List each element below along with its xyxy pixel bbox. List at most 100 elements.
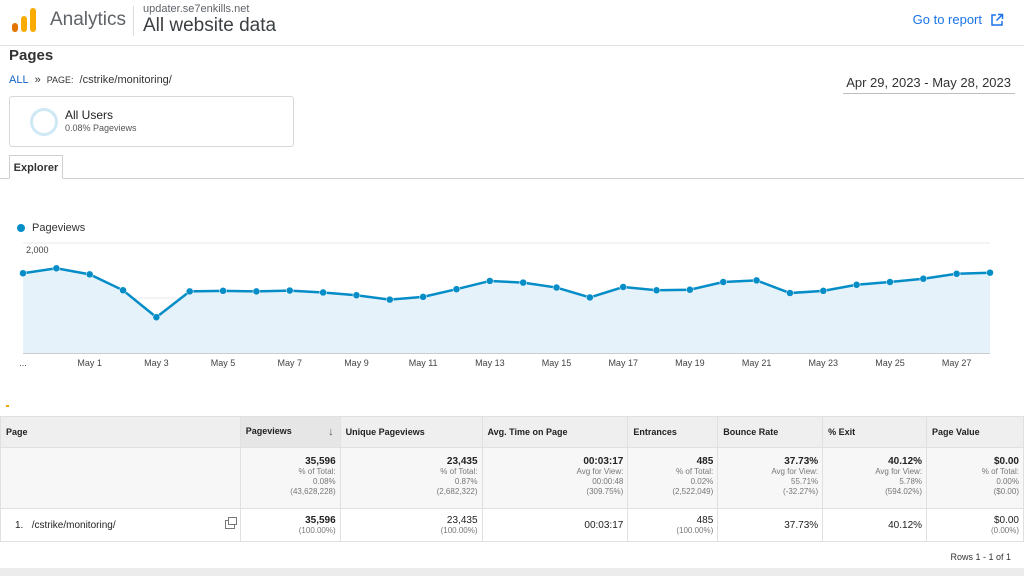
data-point [286, 286, 294, 295]
data-point [452, 285, 461, 293]
data-point [119, 286, 127, 295]
row-page-link[interactable]: /cstrike/monitoring/ [31, 519, 116, 531]
data-point [586, 293, 594, 302]
total-pct: 0.02% [690, 477, 714, 486]
total-value: 40.12% [888, 456, 923, 467]
col-header-page[interactable]: Page [0, 416, 241, 448]
avg-time-cell: 00:03:17 [481, 508, 629, 542]
col-header-pageviews-label: Pageviews [245, 426, 292, 436]
x-tick-label: May 19 [675, 358, 705, 368]
col-header-page-value[interactable]: Page Value [926, 416, 1024, 448]
data-point [185, 287, 194, 296]
page-title: Pages [9, 47, 54, 64]
y-tick-label: 2,000 [26, 245, 49, 255]
view-selector[interactable]: All website data [143, 15, 277, 36]
date-range-selector[interactable]: Apr 29, 2023 - May 28, 2023 [843, 72, 1015, 94]
total-value: 35,596 [305, 456, 336, 467]
total-value: $0.00 [993, 456, 1019, 467]
legend-label: Pageviews [32, 222, 86, 234]
breadcrumb-page-value: /cstrike/monitoring/ [79, 74, 172, 86]
col-header-unique-pageviews[interactable]: Unique Pageviews [339, 416, 483, 448]
total-pct: 55.71% [791, 477, 819, 486]
table-row[interactable]: 1. /cstrike/monitoring/ 35,596 (100.00%) … [0, 508, 1024, 542]
data-point [686, 286, 694, 294]
totals-cell: 37.73% Avg for View: 55.71% (-32.27%) [717, 447, 824, 509]
total-label: % of Total: [298, 467, 336, 476]
col-header-pageviews[interactable]: Pageviews ↓ [239, 416, 341, 448]
total-overall: (594.02%) [885, 487, 923, 496]
total-pct: 0.08% [312, 477, 336, 486]
tab-explorer[interactable]: Explorer [9, 155, 63, 179]
data-point [619, 283, 627, 291]
unique-value: 23,435 [446, 515, 478, 526]
open-page-icon[interactable] [224, 517, 237, 529]
data-point [852, 281, 861, 289]
totals-cell: 00:03:17 Avg for View: 00:00:48 (309.75%) [481, 447, 629, 509]
data-point [986, 268, 994, 277]
total-overall: (2,522,049) [672, 487, 714, 496]
external-link-icon [991, 13, 1004, 26]
col-header-exit[interactable]: % Exit [822, 416, 928, 448]
total-overall: (-32.27%) [783, 487, 819, 496]
x-tick-label: May 23 [809, 358, 839, 368]
data-point [919, 275, 928, 283]
total-label: Avg for View: [771, 467, 819, 476]
data-point [952, 270, 961, 278]
footer-strip [0, 568, 1024, 576]
col-header-avg-time[interactable]: Avg. Time on Page [481, 416, 629, 448]
breadcrumb: ALL » PAGE: /cstrike/monitoring/ [9, 74, 172, 86]
row-index: 1. [15, 519, 24, 531]
breadcrumb-all-link[interactable]: ALL [9, 74, 29, 86]
data-point [85, 270, 94, 279]
exit-cell: 40.12% [822, 508, 928, 542]
x-tick-label: May 17 [608, 358, 638, 368]
segment-card[interactable]: All Users 0.08% Pageviews [9, 96, 294, 147]
data-point [519, 278, 527, 287]
series-line [22, 267, 991, 319]
x-tick-label: May 27 [942, 358, 972, 368]
totals-cell: $0.00% of Total: 0.00% ($0.00) [926, 447, 1024, 509]
account-name[interactable]: updater.se7enkills.net [143, 3, 250, 15]
sort-down-icon: ↓ [328, 426, 334, 438]
data-point [486, 277, 494, 285]
col-header-bounce-rate[interactable]: Bounce Rate [717, 416, 824, 448]
go-to-report-link[interactable]: Go to report [913, 12, 1004, 27]
x-tick-label: May 7 [278, 358, 303, 368]
series-area [23, 268, 990, 353]
total-label: Avg for View: [576, 467, 624, 476]
x-tick-label: May 11 [409, 358, 438, 368]
col-header-entrances[interactable]: Entrances [627, 416, 719, 448]
page-value-pct: (0.00%) [990, 526, 1019, 535]
total-label: % of Total: [676, 467, 714, 476]
bounce-value: 37.73% [784, 519, 819, 531]
data-point [719, 278, 727, 286]
total-overall: (2,682,322) [436, 487, 478, 496]
analytics-logo[interactable] [12, 8, 36, 32]
data-point [419, 293, 427, 301]
pageviews-value: 35,596 [305, 515, 336, 526]
data-point [786, 289, 794, 297]
x-tick-label: May 5 [211, 358, 236, 368]
rows-info: Rows 1 - 1 of 1 [950, 552, 1011, 562]
chart-legend[interactable]: Pageviews [17, 222, 85, 234]
chart-marker [6, 405, 9, 407]
total-label: % of Total: [981, 467, 1019, 476]
data-table: Page Pageviews ↓ Unique Pageviews Avg. Ti… [0, 416, 1024, 542]
x-tick-label: May 21 [742, 358, 772, 368]
total-value: 37.73% [784, 456, 819, 467]
data-point [552, 283, 561, 292]
avg-time-value: 00:03:17 [584, 519, 624, 531]
data-point [752, 276, 761, 285]
total-pct: 0.00% [996, 477, 1019, 486]
totals-cell: 23,435% of Total: 0.87% (2,682,322) [339, 447, 483, 509]
segment-title: All Users [65, 108, 114, 122]
entrances-value: 485 [696, 515, 714, 526]
x-tick-label: May 3 [144, 358, 169, 368]
page-cell[interactable]: 1. /cstrike/monitoring/ [0, 508, 241, 542]
total-overall: (309.75%) [586, 487, 624, 496]
total-label: Avg for View: [875, 467, 923, 476]
unique-pageviews-cell: 23,435 (100.00%) [339, 508, 483, 542]
totals-label-cell [0, 447, 241, 509]
x-tick-label: May 9 [344, 358, 369, 368]
